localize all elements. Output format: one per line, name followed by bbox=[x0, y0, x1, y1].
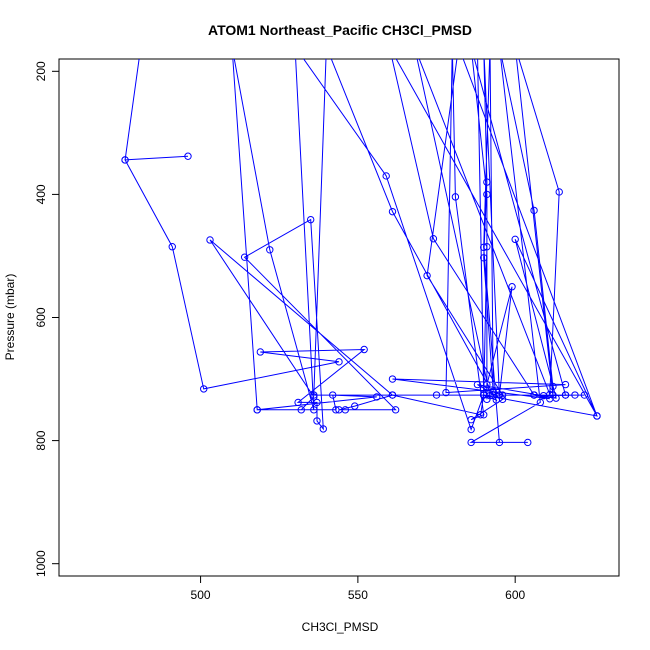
data-point bbox=[480, 411, 488, 419]
data-point bbox=[206, 236, 214, 244]
data-point bbox=[546, 390, 554, 399]
y-tick-label: 200 bbox=[34, 61, 48, 81]
data-point bbox=[495, 391, 504, 399]
y-tick-label: 400 bbox=[34, 184, 48, 204]
data-point bbox=[483, 190, 491, 199]
data-point bbox=[549, 382, 557, 391]
data-point bbox=[429, 235, 438, 243]
x-tick-label: 600 bbox=[505, 588, 525, 602]
data-point bbox=[467, 438, 475, 447]
data-point bbox=[552, 394, 560, 402]
data-point bbox=[561, 380, 570, 389]
x-axis: 500 550 600 bbox=[191, 575, 526, 602]
data-point bbox=[467, 425, 475, 434]
data-point bbox=[495, 438, 504, 447]
data-point bbox=[432, 391, 441, 399]
data-point bbox=[297, 406, 305, 414]
data-point bbox=[536, 398, 545, 407]
data-point bbox=[524, 438, 532, 447]
data-point bbox=[423, 271, 431, 280]
y-tick-label: 800 bbox=[34, 430, 48, 450]
data-point bbox=[530, 206, 538, 215]
data-point bbox=[319, 425, 327, 433]
data-point bbox=[480, 391, 488, 399]
data-point bbox=[480, 254, 488, 262]
data-point bbox=[240, 253, 249, 261]
data-point bbox=[442, 388, 450, 397]
y-axis: 200 400 600 800 1000 bbox=[34, 61, 60, 577]
data-point bbox=[256, 348, 265, 356]
data-point bbox=[483, 178, 491, 186]
data-point bbox=[483, 243, 491, 251]
data-point bbox=[382, 172, 390, 180]
data-point bbox=[530, 391, 538, 399]
data-point bbox=[200, 385, 208, 393]
data-point bbox=[498, 391, 507, 399]
data-point bbox=[388, 375, 397, 383]
data-point bbox=[473, 380, 482, 389]
data-point bbox=[480, 243, 488, 252]
data-point bbox=[168, 243, 176, 251]
y-axis-label: Pressure (mbar) bbox=[3, 274, 17, 361]
data-point bbox=[351, 402, 359, 410]
data-point bbox=[467, 415, 475, 424]
data-point bbox=[294, 398, 302, 407]
data-point bbox=[310, 406, 318, 414]
data-point bbox=[511, 235, 519, 244]
data-point bbox=[184, 152, 192, 160]
data-point bbox=[561, 391, 570, 399]
data-point bbox=[253, 406, 261, 414]
chart-title: ATOM1 Northeast_Pacific CH3Cl_PMSD bbox=[208, 22, 472, 38]
plot-area bbox=[121, 59, 601, 447]
x-axis-label: CH3Cl_PMSD bbox=[302, 620, 379, 634]
y-tick-label: 1000 bbox=[34, 550, 48, 577]
data-point bbox=[121, 156, 129, 164]
data-point bbox=[391, 406, 400, 414]
data-point bbox=[313, 398, 321, 407]
data-point bbox=[373, 393, 381, 401]
data-point bbox=[388, 207, 397, 216]
data-point bbox=[580, 391, 589, 399]
data-point bbox=[476, 411, 485, 419]
data-point bbox=[310, 391, 318, 399]
series-line bbox=[124, 59, 598, 443]
data-point bbox=[555, 188, 563, 196]
data-point bbox=[360, 345, 368, 354]
data-point bbox=[306, 215, 315, 224]
data-point bbox=[335, 406, 343, 414]
data-point bbox=[388, 391, 397, 399]
data-point bbox=[266, 246, 274, 254]
data-point bbox=[332, 406, 340, 414]
data-point bbox=[313, 417, 321, 425]
x-tick-label: 550 bbox=[348, 588, 368, 602]
data-point bbox=[508, 283, 516, 291]
y-tick-label: 600 bbox=[34, 307, 48, 327]
data-point bbox=[329, 391, 337, 399]
data-point bbox=[571, 391, 579, 399]
series-group bbox=[121, 59, 601, 447]
x-tick-label: 500 bbox=[191, 588, 211, 602]
data-point bbox=[335, 358, 343, 366]
data-point bbox=[593, 412, 601, 420]
data-point bbox=[451, 193, 460, 201]
